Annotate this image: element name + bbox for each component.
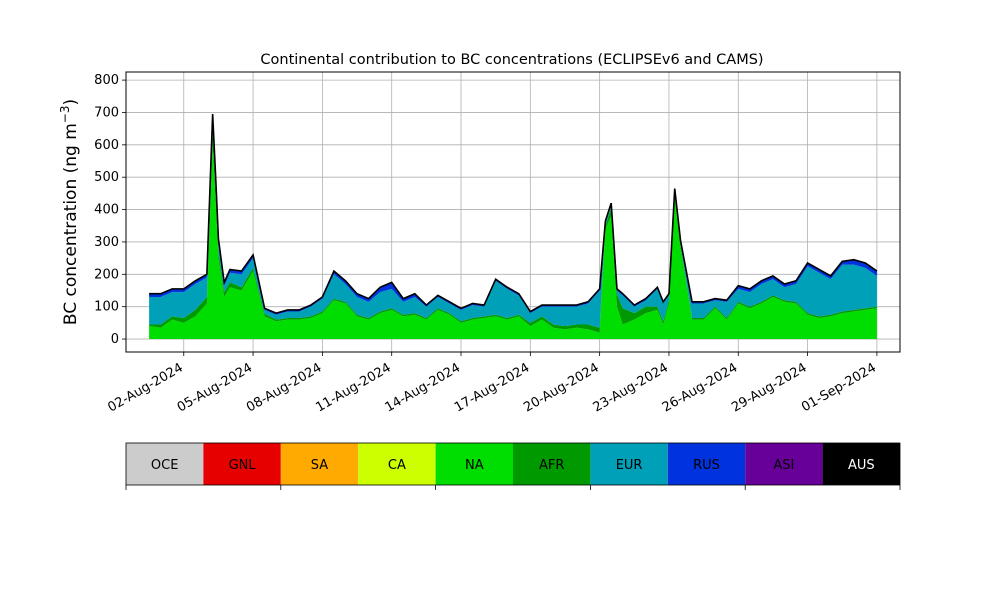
x-tick-label: 08-Aug-2024 bbox=[244, 360, 324, 415]
legend-frame bbox=[125, 442, 901, 486]
legend-label-asi: ASI bbox=[773, 458, 794, 473]
x-tick-label: 23-Aug-2024 bbox=[591, 360, 671, 415]
legend-label-na: NA bbox=[465, 458, 484, 473]
legend-swatch-asi bbox=[745, 443, 823, 485]
x-tick-label: 05-Aug-2024 bbox=[175, 360, 255, 415]
legend-label-ca: CA bbox=[388, 458, 406, 473]
area-na bbox=[149, 144, 877, 340]
stacked-areas bbox=[149, 114, 878, 340]
legend-colorbar: OCE GNL SA CA NA AFR EUR RUS ASI AUS bbox=[125, 442, 901, 490]
legend-label-rus: RUS bbox=[693, 458, 720, 473]
y-tick-label: 700 bbox=[94, 105, 119, 120]
chart-title: Continental contribution to BC concentra… bbox=[260, 52, 763, 68]
legend-swatch-ca bbox=[358, 443, 436, 485]
y-tick-label: 800 bbox=[94, 73, 119, 88]
plot-frame bbox=[125, 71, 901, 353]
legend-label-oce: OCE bbox=[151, 458, 179, 473]
legend-swatch-eur bbox=[590, 443, 668, 485]
legend-swatch-na bbox=[435, 443, 513, 485]
y-tick-label: 400 bbox=[94, 203, 119, 218]
legend-swatch-oce bbox=[126, 443, 204, 485]
grid-lines bbox=[126, 72, 900, 352]
y-tick-label: 0 bbox=[111, 332, 119, 347]
y-tick-label: 200 bbox=[94, 267, 119, 282]
y-axis-label: BC concentration (ng m−3) bbox=[58, 99, 81, 325]
y-tick-label: 100 bbox=[94, 300, 119, 315]
legend-swatch-rus bbox=[667, 443, 746, 485]
x-tick-label: 29-Aug-2024 bbox=[729, 360, 809, 415]
legend-swatch-gnl bbox=[203, 443, 281, 485]
x-tick-label: 17-Aug-2024 bbox=[452, 360, 532, 415]
x-tick-label: 20-Aug-2024 bbox=[521, 360, 601, 415]
y-tick-label: 500 bbox=[94, 170, 119, 185]
y-axis: 0 100 200 300 400 500 600 700 800 bbox=[94, 73, 126, 347]
x-tick-label: 14-Aug-2024 bbox=[383, 360, 463, 415]
legend-label-eur: EUR bbox=[616, 458, 643, 473]
legend-swatch-sa bbox=[280, 443, 359, 485]
area-eur bbox=[149, 117, 877, 328]
y-tick-label: 300 bbox=[94, 235, 119, 250]
legend-label-afr: AFR bbox=[539, 458, 564, 473]
legend-label-sa: SA bbox=[311, 458, 328, 473]
legend-swatch-afr bbox=[513, 443, 591, 485]
y-tick-label: 600 bbox=[94, 138, 119, 153]
legend-swatch-aus bbox=[822, 443, 900, 485]
legend-label-gnl: GNL bbox=[229, 458, 257, 473]
legend-label-aus: AUS bbox=[848, 458, 875, 473]
x-tick-label: 26-Aug-2024 bbox=[660, 360, 740, 415]
x-tick-label: 11-Aug-2024 bbox=[313, 360, 393, 415]
x-tick-label: 02-Aug-2024 bbox=[105, 360, 185, 415]
total-line bbox=[149, 114, 878, 315]
x-axis: 02-Aug-202405-Aug-202408-Aug-202411-Aug-… bbox=[105, 352, 879, 416]
x-tick-label: 01-Sep-2024 bbox=[799, 360, 879, 415]
